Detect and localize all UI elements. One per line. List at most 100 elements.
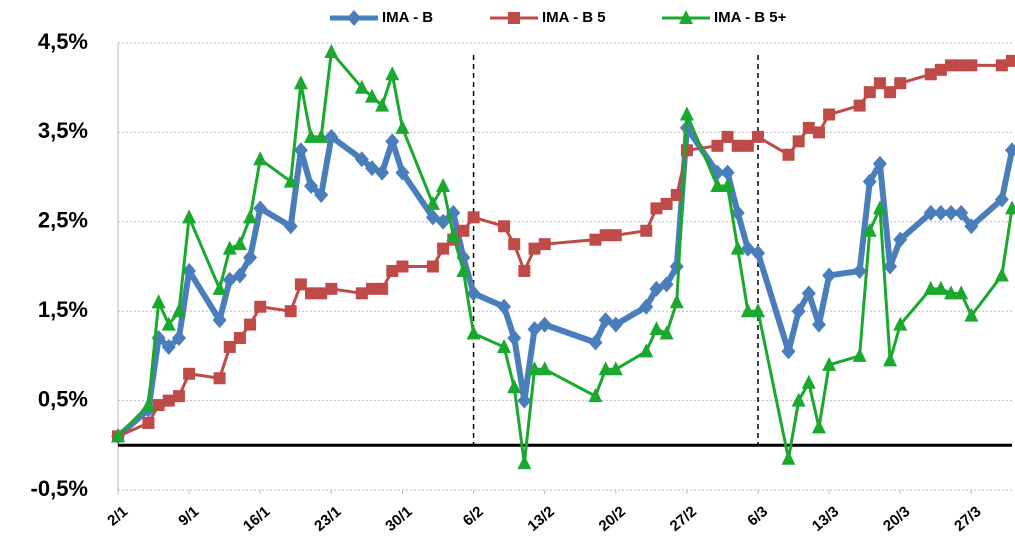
marker — [426, 260, 439, 273]
marker — [811, 316, 826, 333]
x-tick-label: 20/3 — [880, 503, 913, 535]
legend-label: IMA - B 5+ — [714, 9, 787, 26]
marker — [244, 318, 257, 331]
marker — [933, 204, 948, 221]
marker — [253, 151, 268, 166]
marker — [650, 202, 663, 215]
marker — [852, 262, 867, 279]
marker — [883, 352, 898, 367]
marker — [994, 267, 1009, 282]
marker — [679, 10, 693, 24]
marker — [517, 455, 532, 470]
marker — [955, 59, 968, 72]
marker — [720, 164, 735, 181]
x-tick-label: 13/3 — [809, 503, 842, 535]
marker — [396, 260, 409, 273]
marker — [304, 178, 319, 195]
marker — [872, 155, 887, 172]
marker — [527, 361, 542, 376]
marker — [425, 195, 440, 210]
marker — [507, 379, 522, 394]
marker — [639, 298, 654, 315]
marker — [517, 392, 532, 409]
marker — [924, 68, 937, 81]
marker — [802, 121, 815, 134]
x-tick-label: 27/2 — [667, 503, 700, 535]
marker — [161, 316, 176, 331]
x-tick-label: 23/1 — [311, 503, 344, 535]
marker — [751, 303, 766, 318]
marker — [945, 59, 958, 72]
marker — [537, 361, 552, 376]
marker — [354, 79, 369, 94]
marker — [801, 374, 816, 389]
marker — [111, 428, 125, 443]
marker — [588, 388, 603, 403]
marker — [659, 276, 674, 293]
marker — [730, 240, 745, 255]
y-tick-label: 2,5% — [38, 208, 88, 233]
marker — [862, 173, 877, 190]
marker — [284, 305, 297, 318]
marker — [598, 312, 613, 329]
marker — [853, 99, 866, 112]
marker — [325, 282, 338, 295]
marker — [1005, 142, 1015, 159]
marker — [507, 330, 522, 347]
marker — [711, 139, 724, 152]
marker — [375, 164, 390, 181]
marker — [324, 128, 339, 145]
marker — [283, 218, 298, 235]
marker — [518, 264, 531, 277]
marker — [508, 12, 520, 24]
marker — [222, 271, 237, 288]
marker — [183, 367, 196, 380]
marker — [944, 204, 959, 221]
y-tick-label: 3,5% — [38, 118, 88, 143]
marker — [254, 300, 267, 313]
marker — [609, 229, 622, 242]
x-tick-label: 20/2 — [596, 503, 629, 535]
marker — [934, 63, 947, 76]
y-tick-label: 4,5% — [38, 29, 88, 54]
marker — [751, 245, 766, 262]
marker — [171, 303, 186, 318]
marker — [375, 97, 390, 112]
marker — [365, 282, 378, 295]
marker — [212, 280, 227, 295]
x-tick-label: 6/3 — [744, 503, 771, 529]
marker — [141, 397, 156, 412]
marker — [964, 218, 979, 235]
marker — [304, 128, 319, 143]
marker — [538, 238, 551, 251]
marker — [253, 200, 268, 217]
x-tick-label: 27/3 — [951, 503, 984, 535]
marker — [923, 280, 938, 295]
marker — [792, 135, 805, 148]
marker — [741, 139, 754, 152]
marker — [782, 148, 795, 161]
marker — [933, 280, 948, 295]
marker — [801, 285, 816, 302]
marker — [954, 285, 969, 300]
marker — [894, 77, 907, 90]
marker — [598, 361, 613, 376]
marker — [965, 59, 978, 72]
marker — [457, 224, 470, 237]
marker — [527, 321, 542, 338]
x-tick-label: 30/1 — [382, 503, 415, 535]
marker — [314, 186, 329, 203]
marker — [599, 229, 612, 242]
marker — [883, 258, 898, 275]
marker — [893, 231, 908, 248]
marker — [649, 280, 664, 297]
marker — [395, 119, 410, 134]
marker — [232, 236, 247, 251]
marker — [863, 86, 876, 99]
x-tick-label: 2/1 — [104, 503, 131, 529]
marker — [466, 285, 481, 302]
marker — [680, 144, 693, 157]
y-tick-label: 1,5% — [38, 297, 88, 322]
marker — [537, 316, 552, 333]
